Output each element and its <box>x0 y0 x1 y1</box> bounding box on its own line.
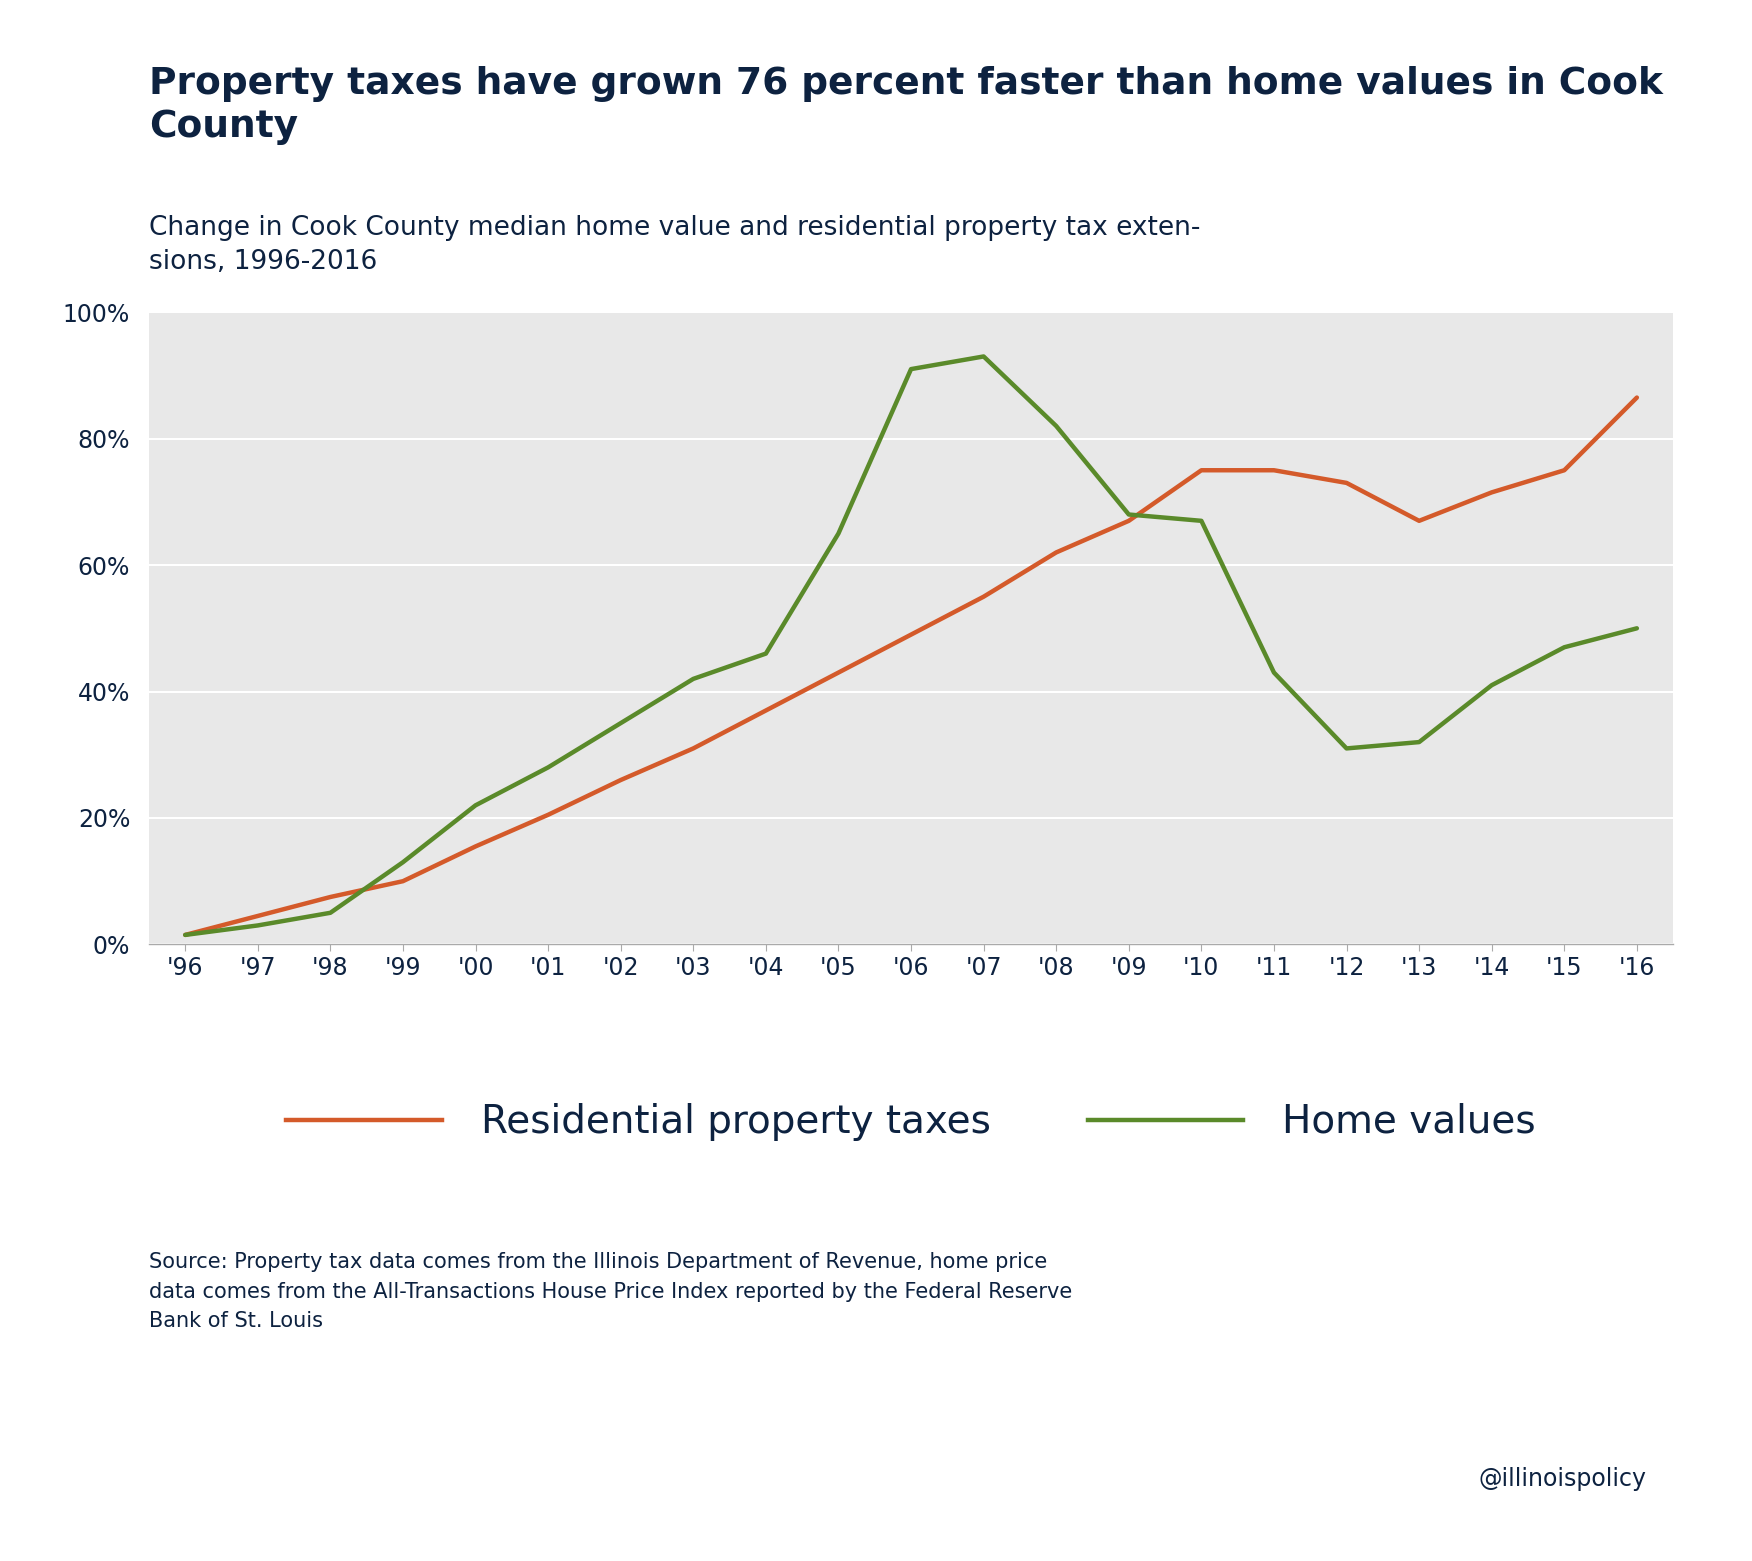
Text: Change in Cook County median home value and residential property tax exten-
sion: Change in Cook County median home value … <box>149 215 1200 275</box>
Text: Source: Property tax data comes from the Illinois Department of Revenue, home pr: Source: Property tax data comes from the… <box>149 1252 1072 1332</box>
Text: @illinoispolicy: @illinoispolicy <box>1479 1467 1647 1491</box>
Legend: Residential property taxes, Home values: Residential property taxes, Home values <box>270 1086 1552 1157</box>
Text: Property taxes have grown 76 percent faster than home values in Cook
County: Property taxes have grown 76 percent fas… <box>149 66 1663 145</box>
